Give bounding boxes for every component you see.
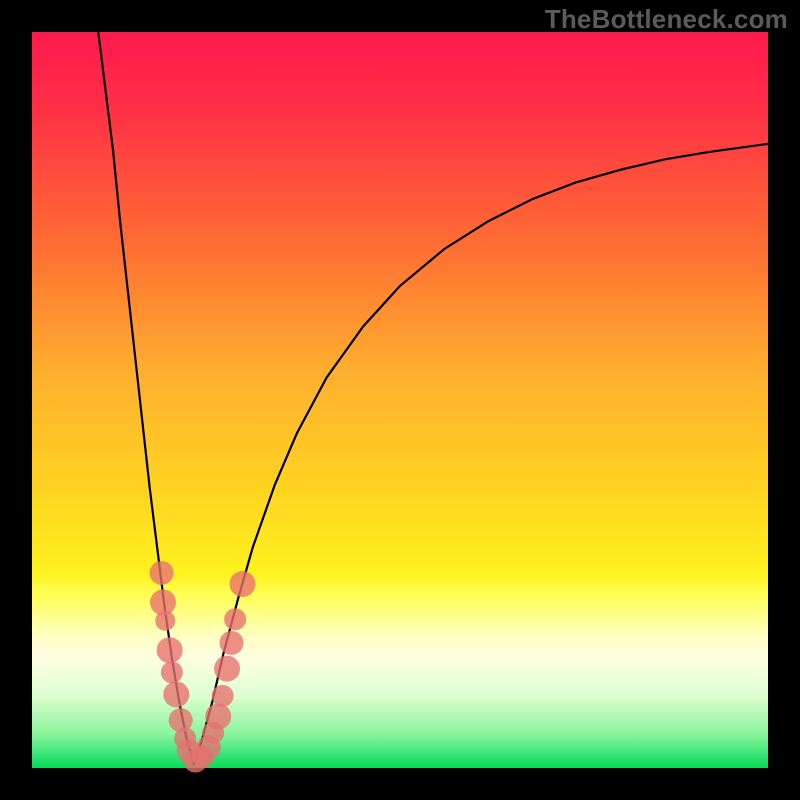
scatter-point xyxy=(230,571,256,597)
scatter-point xyxy=(214,656,240,682)
scatter-point xyxy=(150,561,174,585)
scatter-point xyxy=(155,611,175,631)
scatter-point xyxy=(157,637,183,663)
chart-svg xyxy=(0,0,800,800)
scatter-point xyxy=(163,681,189,707)
watermark-text: TheBottleneck.com xyxy=(545,4,788,35)
scatter-point xyxy=(212,685,234,707)
chart-root: TheBottleneck.com xyxy=(0,0,800,800)
scatter-point xyxy=(161,661,183,683)
plot-background xyxy=(32,32,768,768)
scatter-point xyxy=(219,631,243,655)
scatter-point xyxy=(205,703,231,729)
scatter-point xyxy=(224,608,246,630)
